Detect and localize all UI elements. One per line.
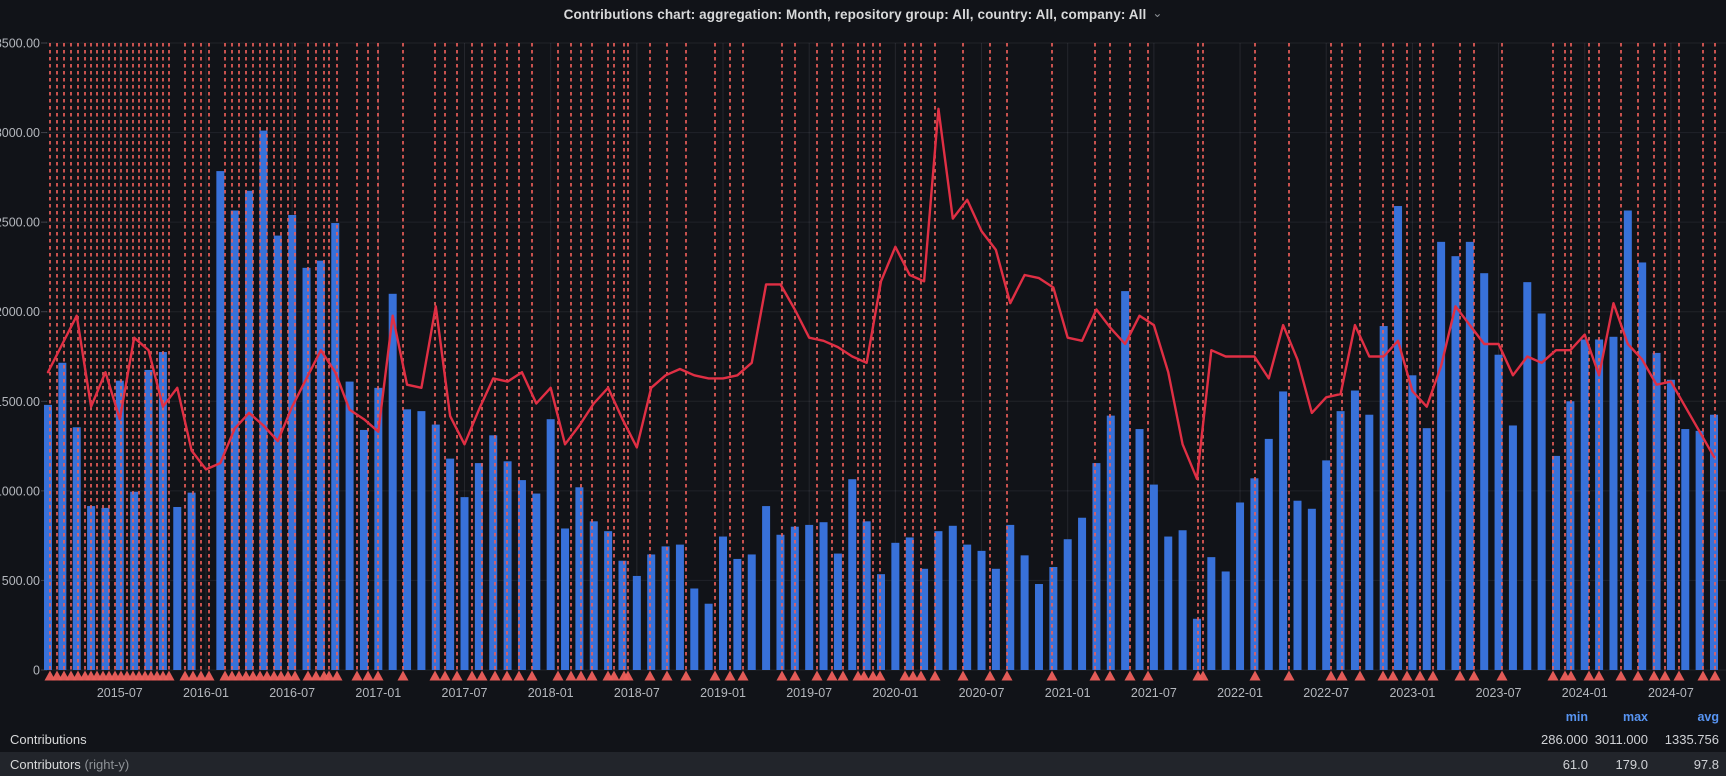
- legend-table: min max avg Contributions 286.000 3011.0…: [0, 706, 1726, 776]
- y-axis-tick-label: 2000.00: [0, 305, 40, 319]
- legend-header-avg[interactable]: avg: [1697, 709, 1719, 724]
- panel-title: Contributions chart: aggregation: Month,…: [563, 6, 1147, 22]
- y-axis-tick-label: 3500.00: [0, 37, 40, 51]
- legend-header-max[interactable]: max: [1622, 709, 1648, 724]
- annotation-markers[interactable]: [44, 43, 1721, 681]
- legend-header-min[interactable]: min: [1565, 709, 1588, 724]
- legend-label-contributors[interactable]: Contributors (right-y): [0, 757, 1528, 772]
- x-axis-tick-label: 2021-07: [1131, 686, 1177, 700]
- x-axis-tick-label: 2019-01: [700, 686, 746, 700]
- chevron-down-icon[interactable]: ⌄: [1152, 6, 1163, 20]
- x-axis-tick-label: 2016-01: [183, 686, 229, 700]
- legend-row-contributions: Contributions 286.000 3011.000 1335.756: [0, 727, 1726, 752]
- contributors-max-value: 179.0: [1615, 756, 1648, 772]
- y-axis-tick-label: 500.00: [2, 574, 40, 588]
- chart-plot-area[interactable]: 3500.00 3000.00 2500.00 2000.00 1500.00 1000.…: [0, 0, 1726, 706]
- contributions-max-value: 3011.000: [1594, 732, 1648, 747]
- contributions-avg-value: 1335.756: [1664, 732, 1719, 747]
- x-axis-tick-label: 2017-07: [442, 686, 488, 700]
- y-axis-tick-label: 1500.00: [0, 395, 40, 409]
- x-axis-tick-label: 2020-01: [872, 686, 918, 700]
- x-axis-tick-label: 2024-07: [1648, 686, 1694, 700]
- x-axis-tick-label: 2019-07: [786, 686, 832, 700]
- right-y-tag: (right-y): [84, 757, 129, 772]
- x-axis-tick-label: 2023-07: [1476, 686, 1522, 700]
- panel-title-bar: Contributions chart: aggregation: Month,…: [0, 0, 1726, 28]
- legend-header-row: min max avg: [0, 706, 1726, 727]
- y-axis-tick-label: 0: [33, 664, 40, 678]
- x-axis-tick-label: 2018-07: [614, 686, 660, 700]
- x-axis-tick-label: 2023-01: [1389, 686, 1435, 700]
- series-name: Contributors: [10, 756, 81, 772]
- contributions-chart[interactable]: 3500.00 3000.00 2500.00 2000.00 1500.00 1000.…: [0, 0, 1726, 706]
- x-axis-tick-label: 2022-07: [1303, 686, 1349, 700]
- right-y-tag-text: (right-y): [84, 756, 130, 772]
- contributions-min-value: 286.000: [1541, 732, 1588, 747]
- x-axis-tick-label: 2016-07: [269, 686, 315, 700]
- x-axis-tick-label: 2017-01: [355, 686, 401, 700]
- x-axis-tick-label: 2021-01: [1045, 686, 1091, 700]
- y-axis-tick-label: 3000.00: [0, 126, 40, 140]
- legend-label-contributions[interactable]: Contributions: [0, 732, 1528, 747]
- contributors-avg-value: 97.8: [1693, 756, 1719, 772]
- x-axis-tick-label: 2015-07: [97, 686, 143, 700]
- legend-row-contributors: Contributors (right-y) 61.0 179.0 97.8: [0, 752, 1726, 776]
- x-axis-tick-label: 2020-07: [959, 686, 1005, 700]
- series-name: Contributions: [10, 732, 87, 747]
- contributors-line: [46, 107, 1716, 480]
- x-axis-tick-label: 2024-01: [1562, 686, 1608, 700]
- y-axis-tick-label: 1000.00: [0, 484, 40, 498]
- y-axis-tick-label: 2500.00: [0, 216, 40, 230]
- x-axis-tick-label: 2018-01: [528, 686, 574, 700]
- contributors-min-value: 61.0: [1562, 756, 1588, 772]
- x-axis-tick-label: 2022-01: [1217, 686, 1263, 700]
